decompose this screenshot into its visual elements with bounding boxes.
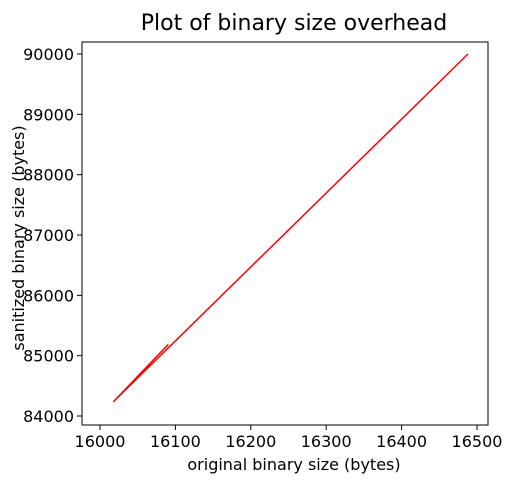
y-tick-label: 86000 bbox=[23, 286, 74, 305]
y-tick-label: 88000 bbox=[23, 166, 74, 185]
y-tick-label: 89000 bbox=[23, 105, 74, 124]
y-tick-label: 90000 bbox=[23, 45, 74, 64]
plot-frame bbox=[81, 41, 489, 426]
x-tick-label: 16300 bbox=[301, 432, 352, 451]
x-axis: 16000 16100 16200 16300 16400 16500 bbox=[75, 425, 503, 451]
x-tick-label: 16400 bbox=[376, 432, 427, 451]
series-layer bbox=[112, 53, 469, 403]
x-tick-label: 16100 bbox=[150, 432, 201, 451]
y-tick-label: 87000 bbox=[23, 226, 74, 245]
x-tick-label: 16500 bbox=[452, 432, 503, 451]
series-line bbox=[112, 53, 469, 403]
x-axis-label: original binary size (bytes) bbox=[187, 455, 400, 474]
y-axis-label: sanitized binary size (bytes) bbox=[9, 125, 28, 350]
y-tick-label: 84000 bbox=[23, 407, 74, 426]
y-tick-label: 85000 bbox=[23, 347, 74, 366]
x-tick-label: 16200 bbox=[225, 432, 276, 451]
chart-title: Plot of binary size overhead bbox=[141, 11, 447, 36]
x-tick-label: 16000 bbox=[75, 432, 126, 451]
y-axis: 84000 85000 86000 87000 88000 89000 90000 bbox=[23, 45, 82, 426]
